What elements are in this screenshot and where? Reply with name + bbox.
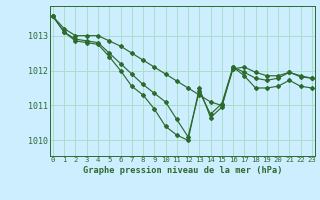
X-axis label: Graphe pression niveau de la mer (hPa): Graphe pression niveau de la mer (hPa) <box>83 166 282 175</box>
